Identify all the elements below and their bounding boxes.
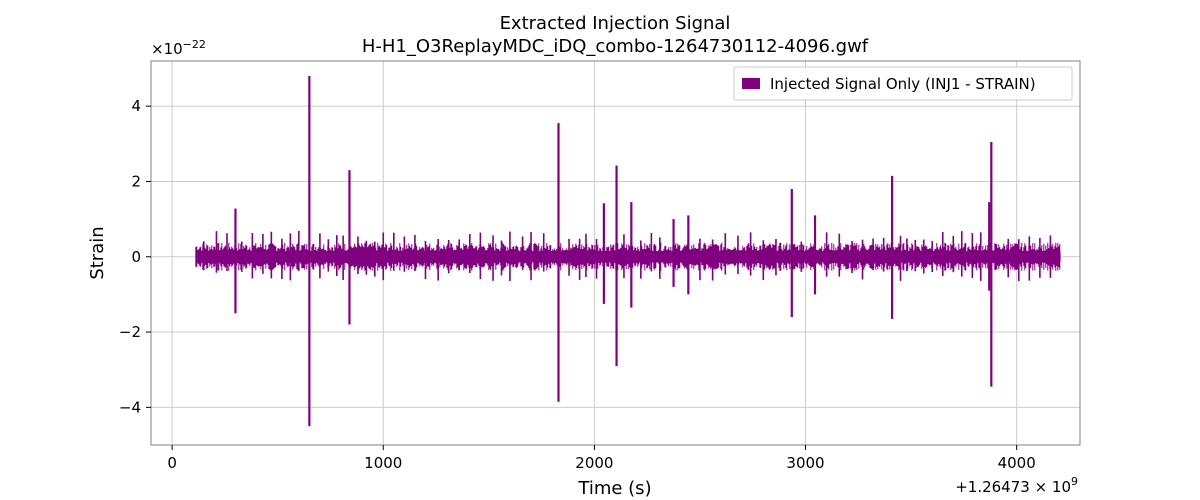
x-offset-base: +1.26473 × 10 — [955, 478, 1071, 496]
series-layer — [195, 76, 1061, 427]
y-axis-label: Strain — [87, 226, 108, 279]
y-tick-label: 4 — [131, 97, 141, 115]
axis-ticks: 0 1000 2000 3000 4000 −4 −2 0 2 4 — [119, 97, 1036, 472]
x-tick-label: 2000 — [575, 454, 613, 472]
legend: Injected Signal Only (INJ1 - STRAIN) — [733, 66, 1073, 101]
x-offset-exponent: 9 — [1071, 475, 1078, 488]
y-tick-label: −4 — [119, 398, 141, 416]
y-tick-label: 2 — [131, 172, 141, 190]
x-axis-label: Time (s) — [577, 478, 651, 499]
x-offset: +1.26473 × 109 — [955, 475, 1078, 496]
y-multiplier: ×10−22 — [151, 38, 206, 58]
y-multiplier-base: ×10 — [151, 40, 183, 58]
chart-title: Extracted Injection Signal — [500, 13, 731, 34]
plot-frame — [150, 60, 1081, 446]
legend-swatch — [742, 78, 760, 89]
y-tick-label: −2 — [119, 323, 141, 341]
y-tick-label: 0 — [131, 248, 141, 266]
x-tick-label: 0 — [167, 454, 177, 472]
legend-label: Injected Signal Only (INJ1 - STRAIN) — [770, 75, 1036, 93]
x-tick-label: 1000 — [364, 454, 402, 472]
y-multiplier-exponent: −22 — [183, 38, 206, 51]
x-tick-label: 3000 — [786, 454, 824, 472]
x-tick-label: 4000 — [998, 454, 1036, 472]
legend-box — [733, 66, 1073, 101]
chart-subtitle: H-H1_O3ReplayMDC_iDQ_combo-1264730112-40… — [362, 36, 869, 57]
